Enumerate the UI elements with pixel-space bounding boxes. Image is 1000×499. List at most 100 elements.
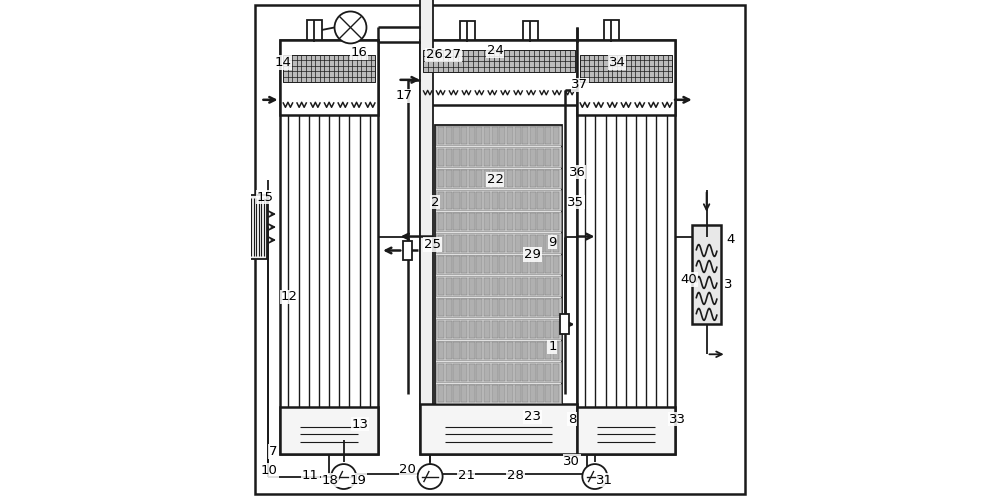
Bar: [476, 170, 482, 187]
Text: 3: 3: [724, 278, 732, 291]
Bar: [446, 235, 452, 251]
Bar: [436, 254, 561, 274]
Bar: [553, 321, 559, 338]
Circle shape: [418, 464, 443, 489]
Bar: [522, 127, 528, 144]
Bar: [522, 256, 528, 273]
Bar: [507, 321, 513, 338]
Bar: [461, 321, 467, 338]
Bar: [553, 299, 559, 316]
Bar: [461, 278, 467, 295]
Bar: [476, 127, 482, 144]
Bar: [469, 321, 475, 338]
Bar: [553, 278, 559, 295]
Bar: [435, 125, 562, 404]
Bar: [492, 170, 498, 187]
Bar: [469, 364, 475, 381]
Bar: [499, 385, 505, 402]
Bar: [446, 149, 452, 166]
Bar: [453, 321, 460, 338]
Bar: [453, 256, 460, 273]
Bar: [453, 299, 460, 316]
Bar: [507, 299, 513, 316]
Bar: [460, 21, 475, 40]
Bar: [461, 213, 467, 230]
Bar: [553, 127, 559, 144]
Bar: [530, 235, 536, 251]
Bar: [420, 40, 577, 454]
Bar: [545, 149, 551, 166]
Bar: [507, 170, 513, 187]
Bar: [492, 256, 498, 273]
Bar: [438, 127, 444, 144]
Text: 22: 22: [487, 173, 504, 186]
Bar: [499, 192, 505, 209]
Bar: [553, 342, 559, 359]
Bar: [537, 192, 544, 209]
Bar: [461, 127, 467, 144]
Bar: [522, 170, 528, 187]
Text: 31: 31: [596, 474, 613, 487]
Bar: [537, 299, 544, 316]
Bar: [523, 21, 538, 40]
Bar: [476, 256, 482, 273]
Bar: [522, 149, 528, 166]
Bar: [280, 40, 378, 115]
Bar: [438, 364, 444, 381]
Bar: [522, 299, 528, 316]
Bar: [507, 385, 513, 402]
Bar: [507, 278, 513, 295]
Bar: [577, 40, 675, 115]
Bar: [436, 298, 561, 317]
Text: 40: 40: [680, 273, 697, 286]
Bar: [545, 170, 551, 187]
Circle shape: [331, 464, 356, 489]
Text: 33: 33: [669, 413, 686, 426]
Bar: [492, 192, 498, 209]
Bar: [553, 256, 559, 273]
Text: 7: 7: [269, 445, 277, 458]
Bar: [507, 235, 513, 251]
Bar: [461, 256, 467, 273]
Bar: [560, 314, 569, 334]
Bar: [492, 149, 498, 166]
Text: 4: 4: [727, 233, 735, 246]
Bar: [453, 342, 460, 359]
Bar: [545, 321, 551, 338]
Bar: [453, 278, 460, 295]
Bar: [545, 364, 551, 381]
Bar: [469, 170, 475, 187]
Bar: [537, 235, 544, 251]
Bar: [499, 256, 505, 273]
Bar: [492, 321, 498, 338]
Bar: [469, 149, 475, 166]
Text: 20: 20: [399, 463, 416, 476]
Bar: [469, 342, 475, 359]
Bar: [499, 213, 505, 230]
Bar: [515, 342, 521, 359]
Bar: [507, 213, 513, 230]
Bar: [436, 126, 561, 145]
Bar: [604, 20, 619, 40]
Bar: [530, 256, 536, 273]
Bar: [577, 407, 675, 454]
Bar: [446, 321, 452, 338]
Bar: [469, 385, 475, 402]
Bar: [484, 149, 490, 166]
Bar: [283, 55, 375, 82]
Bar: [476, 385, 482, 402]
Bar: [446, 299, 452, 316]
Bar: [436, 147, 561, 167]
Bar: [420, 40, 577, 105]
Text: 13: 13: [352, 418, 369, 431]
Bar: [515, 299, 521, 316]
Bar: [492, 127, 498, 144]
Bar: [280, 40, 378, 454]
Bar: [446, 192, 452, 209]
Bar: [461, 342, 467, 359]
Bar: [436, 341, 561, 360]
Bar: [453, 170, 460, 187]
Bar: [461, 299, 467, 316]
Bar: [530, 385, 536, 402]
Text: 18: 18: [322, 474, 339, 487]
